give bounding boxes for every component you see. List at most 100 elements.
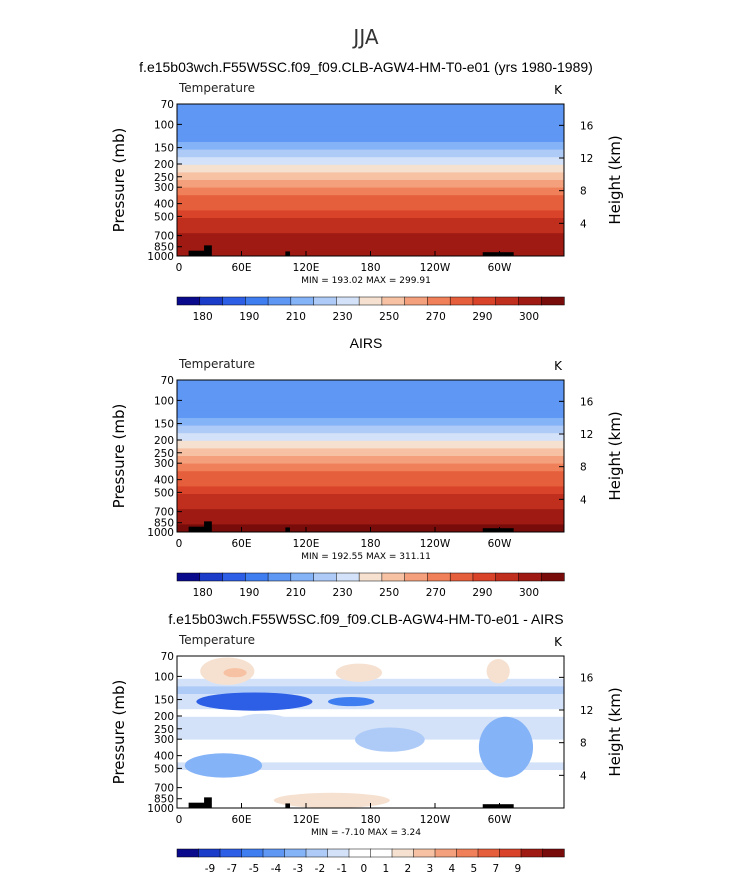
colorbar-label: -3 [293,863,303,872]
colorbar-swatch [427,572,451,582]
contour-band [177,180,564,189]
colorbar-swatch [199,572,224,582]
terrain-mask [204,797,212,808]
x-tick-label: 0 [176,262,183,274]
warm-anomaly [335,663,383,682]
colorbar-swatch [477,848,501,858]
colorbar-swatch [472,296,497,306]
x-tick-label: 60W [488,538,512,550]
colorbar-swatch [449,296,474,306]
colorbar-swatch [267,572,292,582]
colorbar-swatch [222,572,246,582]
terrain-mask [285,803,291,808]
y-tick-label: 700 [154,231,174,243]
y2-axis-title: Height (km) [606,687,624,776]
contour-band [177,387,564,396]
contour-band [177,233,564,242]
y-tick-label: 850 [154,794,174,806]
colorbar-swatch [449,572,474,582]
y-tick-label: 400 [154,751,174,763]
colorbar-swatch [413,848,436,858]
colorbar-swatch [262,848,286,858]
contour-band [177,164,564,173]
y2-tick-label: 12 [580,153,593,165]
contour-band [177,433,564,442]
colorbar-swatch [472,572,497,582]
contour-band [177,218,564,227]
x-tick-label: 120W [420,538,451,550]
terrain-mask [482,804,514,808]
y2-axis-title: Height (km) [606,135,624,224]
contour-band [177,126,564,135]
colorbar-swatch [520,848,544,858]
x-tick-label: 120E [293,814,320,826]
colorbar-label: 9 [514,863,521,872]
y-tick-label: 70 [161,375,174,387]
panel-title: f.e15b03wch.F55W5SC.f09_f09.CLB-AGW4-HM-… [139,59,593,75]
y2-tick-label: 16 [580,672,594,684]
contour-band [177,486,564,495]
colorbar-label: 190 [239,587,259,599]
x-tick-label: 0 [176,814,183,826]
colorbar-swatch [391,848,415,858]
contour-band [177,770,564,779]
y2-tick-label: 4 [580,494,587,506]
figure-title: JJA [351,25,378,49]
cold-anomaly [196,692,313,711]
y-tick-label: 400 [154,199,174,211]
y-tick-label: 70 [161,99,174,111]
y-tick-label: 250 [154,172,174,184]
panel-title: AIRS [350,335,383,351]
plot-area [177,380,564,532]
colorbar-label: 290 [472,311,492,323]
colorbar-swatch [404,296,429,306]
y-tick-label: 850 [154,518,174,530]
y-tick-label: 850 [154,242,174,254]
contour-band [177,142,564,151]
y-tick-label: 1000 [147,527,174,539]
contour-band [177,402,564,411]
contour-band [177,478,564,487]
colorbar-swatch [327,848,350,858]
y-tick-label: 700 [154,783,174,795]
contour-band [177,694,564,703]
colorbar-swatch [222,296,246,306]
colorbar-swatch [518,572,542,582]
contour-band [177,509,564,518]
colorbar-label: 300 [519,587,539,599]
x-tick-label: 180 [360,814,380,826]
terrain-mask [204,245,212,256]
contour-band [177,516,564,525]
colorbar-swatch [176,572,201,582]
contour-band [177,225,564,234]
contour-band [177,456,564,465]
terrain-mask [285,251,291,256]
contour-band [177,686,564,695]
colorbar-swatch [241,848,264,858]
terrain-mask [482,528,514,532]
warm-anomaly [273,792,390,808]
colorbar-label: 210 [286,311,306,323]
contour-band [177,471,564,480]
y-tick-label: 700 [154,507,174,519]
contour-band [177,240,564,249]
colorbar-swatch [358,572,383,582]
terrain-mask [188,802,208,808]
colorbar-swatch [336,296,360,306]
weak-anomaly [231,713,294,736]
panel-title: f.e15b03wch.F55W5SC.f09_f09.CLB-AGW4-HM-… [168,611,563,627]
colorbar-swatch [495,572,520,582]
terrain-mask [482,252,514,256]
contour-band [177,210,564,219]
colorbar-swatch [540,572,565,582]
contour-band [177,425,564,434]
colorbar-swatch [404,572,429,582]
y-tick-label: 200 [154,435,174,447]
contour-band [177,448,564,457]
colorbar-label: 190 [239,311,259,323]
min-max-stats: MIN = 193.02 MAX = 299.91 [301,276,431,286]
colorbar-label: -7 [227,863,237,872]
contour-band [177,202,564,211]
panel-1: f.e15b03wch.F55W5SC.f09_f09.CLB-AGW4-HM-… [110,59,624,323]
contour-band [177,747,564,756]
